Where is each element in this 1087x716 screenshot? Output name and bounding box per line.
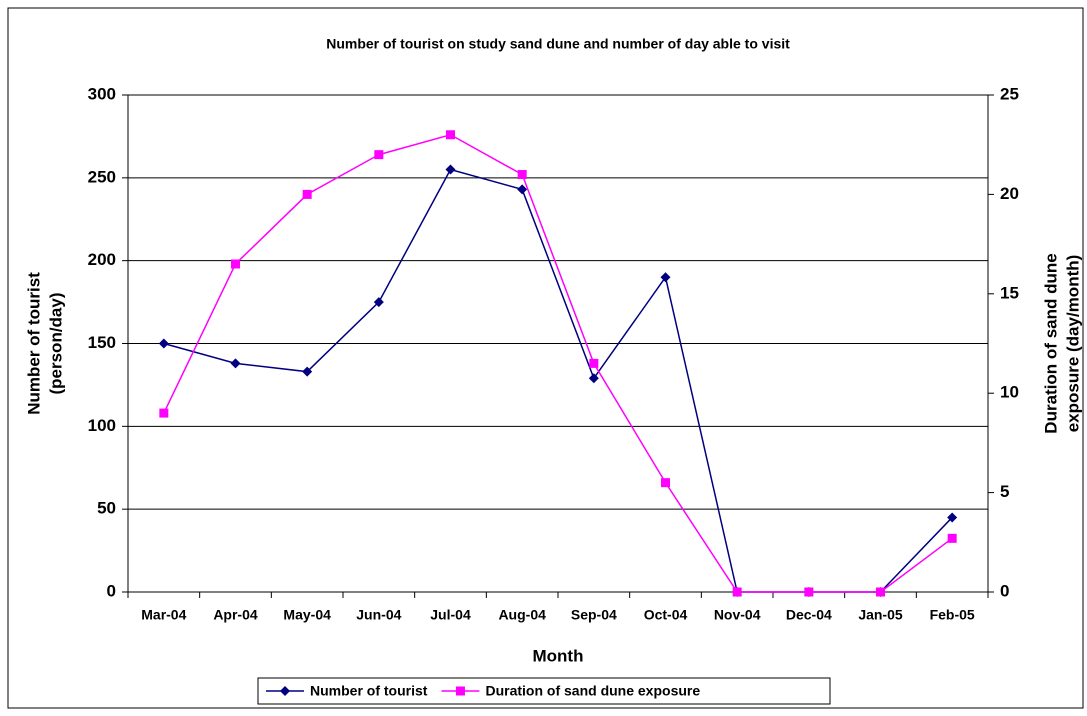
y-axis-title: (person/day) (46, 292, 65, 394)
legend-marker (455, 686, 465, 696)
x-tick-label: May-04 (283, 607, 331, 623)
y-tick-label: 250 (88, 167, 116, 186)
data-point (517, 184, 528, 195)
data-point (804, 587, 814, 597)
legend: Number of tourist Duration of sand dune e… (257, 677, 831, 705)
chart-title: Number of tourist on study sand dune and… (326, 36, 790, 52)
data-point (947, 533, 957, 543)
legend-marker (280, 686, 290, 696)
x-tick-label: Dec-04 (786, 607, 832, 623)
y2-tick-label: 5 (1000, 482, 1009, 501)
x-tick-label: Jun-04 (356, 607, 401, 623)
y2-tick-label: 10 (1000, 383, 1019, 402)
y-tick-label: 50 (97, 499, 116, 518)
x-tick-label: Oct-04 (644, 607, 688, 623)
data-point (876, 587, 885, 597)
data-point (588, 373, 599, 384)
y2-tick-label: 25 (1000, 84, 1019, 103)
x-tick-label: Jul-04 (430, 607, 471, 623)
data-point (159, 408, 169, 418)
x-tick-label: Jan-05 (858, 607, 903, 623)
data-point (158, 338, 169, 349)
y-tick-label: 150 (88, 333, 116, 352)
x-tick-label: Feb-05 (930, 607, 975, 623)
data-point (446, 130, 455, 140)
series-line (163, 133, 953, 593)
chart-border (7, 7, 1084, 709)
data-point (589, 358, 599, 368)
data-point (231, 259, 240, 269)
y-tick-label: 300 (88, 84, 116, 103)
y2-tick-label: 15 (1000, 283, 1019, 302)
x-tick-label: Nov-04 (714, 607, 761, 623)
legend-box (257, 677, 831, 705)
data-point (947, 512, 958, 523)
x-tick-label: Aug-04 (498, 607, 546, 623)
y2-tick-label: 0 (1000, 581, 1009, 600)
data-point (517, 170, 527, 180)
y-tick-label: 0 (107, 581, 116, 600)
data-point (230, 358, 241, 369)
y-tick-label: 100 (88, 416, 116, 435)
data-point (445, 164, 456, 175)
data-point (661, 478, 670, 488)
y2-axis-title: exposure (day/month) (1063, 255, 1082, 433)
data-point (732, 587, 742, 597)
data-point (302, 189, 312, 199)
x-tick-label: Sep-04 (571, 607, 617, 623)
y2-axis-title: Duration of sand dune (1041, 253, 1060, 433)
legend-label: Duration of sand dune exposure (485, 683, 700, 699)
data-point (302, 366, 313, 377)
x-tick-label: Apr-04 (213, 607, 258, 623)
data-point (373, 297, 384, 308)
y2-tick-label: 20 (1000, 184, 1019, 203)
legend-label: Number of tourist (310, 683, 428, 699)
x-tick-label: Mar-04 (141, 607, 186, 623)
data-point (374, 150, 384, 160)
y-tick-label: 200 (88, 250, 116, 269)
x-axis-title: Month (533, 646, 584, 665)
data-point (660, 272, 671, 283)
y-axis-title: Number of tourist (24, 272, 43, 415)
